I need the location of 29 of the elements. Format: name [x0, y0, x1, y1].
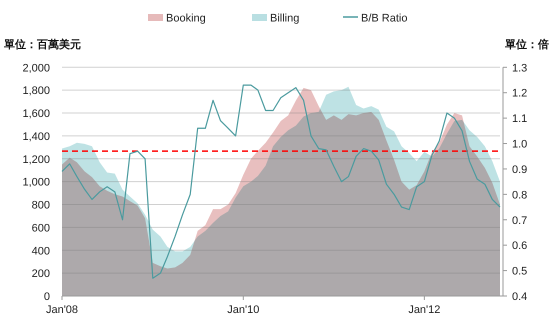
y-tick-label: 1,200: [22, 154, 50, 166]
legend-label: B/B Ratio: [361, 12, 408, 24]
y2-tick-label: 0.6: [512, 240, 528, 252]
y2-tick-label: 0.9: [512, 164, 528, 176]
y2-tick-label: 1.3: [512, 62, 528, 74]
y-tick-label: 200: [32, 268, 50, 280]
y-tick-label: 600: [32, 222, 50, 234]
y-tick-label: 1,400: [22, 130, 50, 143]
y-tick-label: 1,800: [22, 85, 50, 98]
x-tick-label: Jan'08: [46, 304, 78, 316]
legend-label: Booking: [166, 12, 206, 24]
y-tick-label: 800: [32, 200, 50, 212]
y-axis-title: 單位：百萬美元: [3, 38, 81, 51]
y2-tick-label: 0.8: [512, 189, 528, 202]
x-tick-label: Jan'12: [408, 304, 440, 316]
y-tick-label: 2,000: [22, 62, 50, 74]
y2-axis-title: 單位：倍: [504, 38, 549, 51]
y2-tick-label: 0.5: [512, 266, 528, 278]
y-tick-label: 400: [32, 245, 50, 258]
y2-tick-label: 0.7: [512, 214, 528, 227]
y-tick-label: 0: [44, 291, 50, 303]
y2-tick-label: 1.1: [512, 113, 528, 126]
y-tick-label: 1,000: [22, 176, 50, 189]
legend-label: Billing: [270, 12, 300, 24]
y2-tick-label: 0.4: [512, 291, 528, 303]
y2-tick-label: 1.0: [512, 138, 528, 151]
y2-tick-label: 1.2: [512, 88, 528, 100]
y-tick-label: 1,600: [22, 108, 50, 120]
x-tick-label: Jan'10: [227, 304, 260, 316]
